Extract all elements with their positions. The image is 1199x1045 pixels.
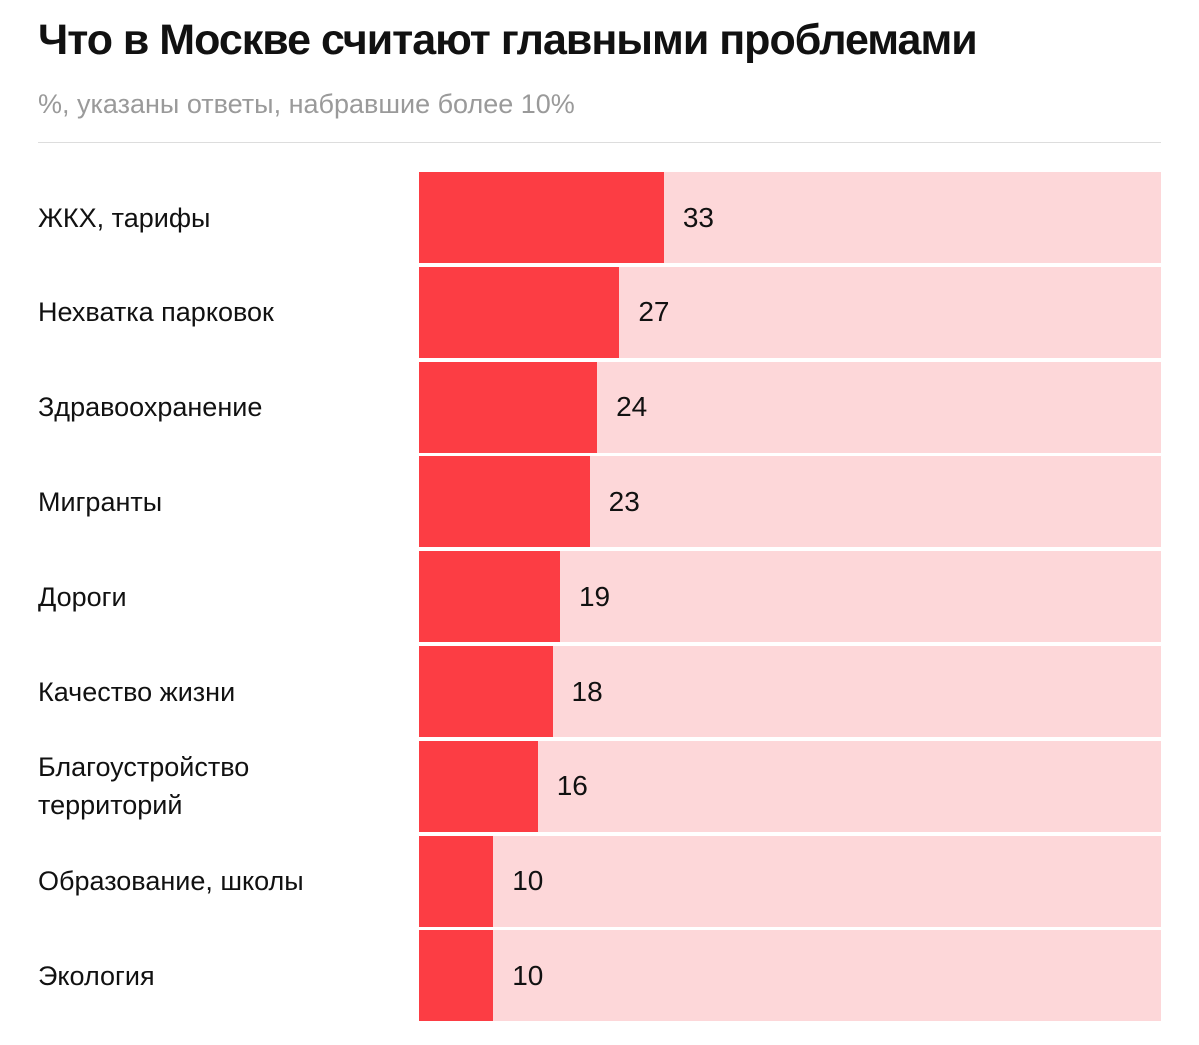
bar-track: 23 bbox=[419, 456, 1161, 548]
bar-track: 27 bbox=[419, 266, 1161, 358]
bar-track: 10 bbox=[419, 835, 1161, 927]
category-label: Дороги bbox=[38, 581, 127, 612]
bar-track: 19 bbox=[419, 551, 1161, 643]
category-label: Образование, школы bbox=[38, 866, 304, 897]
bar bbox=[419, 172, 664, 263]
category-label: Мигранты bbox=[38, 486, 163, 517]
bar bbox=[419, 456, 590, 548]
value-label: 18 bbox=[571, 675, 603, 707]
bar-track: 16 bbox=[419, 740, 1161, 832]
bar-track: 24 bbox=[419, 361, 1161, 453]
category-label: Качество жизни bbox=[38, 676, 236, 707]
chart-title: Что в Москве считают главными проблемами bbox=[38, 16, 978, 64]
bar bbox=[419, 740, 538, 832]
bar-track: 33 bbox=[419, 172, 1161, 263]
value-label: 23 bbox=[608, 485, 640, 517]
bar bbox=[419, 266, 620, 358]
value-label: 24 bbox=[616, 391, 648, 423]
bar bbox=[419, 361, 598, 453]
category-label: Нехватка парковок bbox=[38, 297, 274, 328]
bar bbox=[419, 930, 494, 1022]
bar bbox=[419, 835, 494, 927]
bar-track: 18 bbox=[419, 646, 1161, 737]
chart-subtitle: %, указаны ответы, набравшие более 10% bbox=[38, 89, 575, 119]
value-label: 33 bbox=[682, 201, 715, 233]
value-label: 19 bbox=[578, 580, 611, 612]
header-divider bbox=[38, 142, 1161, 143]
value-label: 10 bbox=[512, 865, 544, 897]
bar bbox=[419, 646, 553, 737]
category-label: Здравоохранение bbox=[38, 392, 263, 423]
bar bbox=[419, 551, 560, 643]
value-label: 27 bbox=[638, 296, 670, 328]
category-label: ЖКХ, тарифы bbox=[38, 202, 211, 233]
bar-track: 10 bbox=[419, 930, 1161, 1022]
value-label: 16 bbox=[556, 770, 588, 802]
value-label: 10 bbox=[512, 959, 544, 991]
category-label: Благоустройство территорий bbox=[38, 752, 250, 821]
category-label: Экология bbox=[38, 960, 155, 991]
